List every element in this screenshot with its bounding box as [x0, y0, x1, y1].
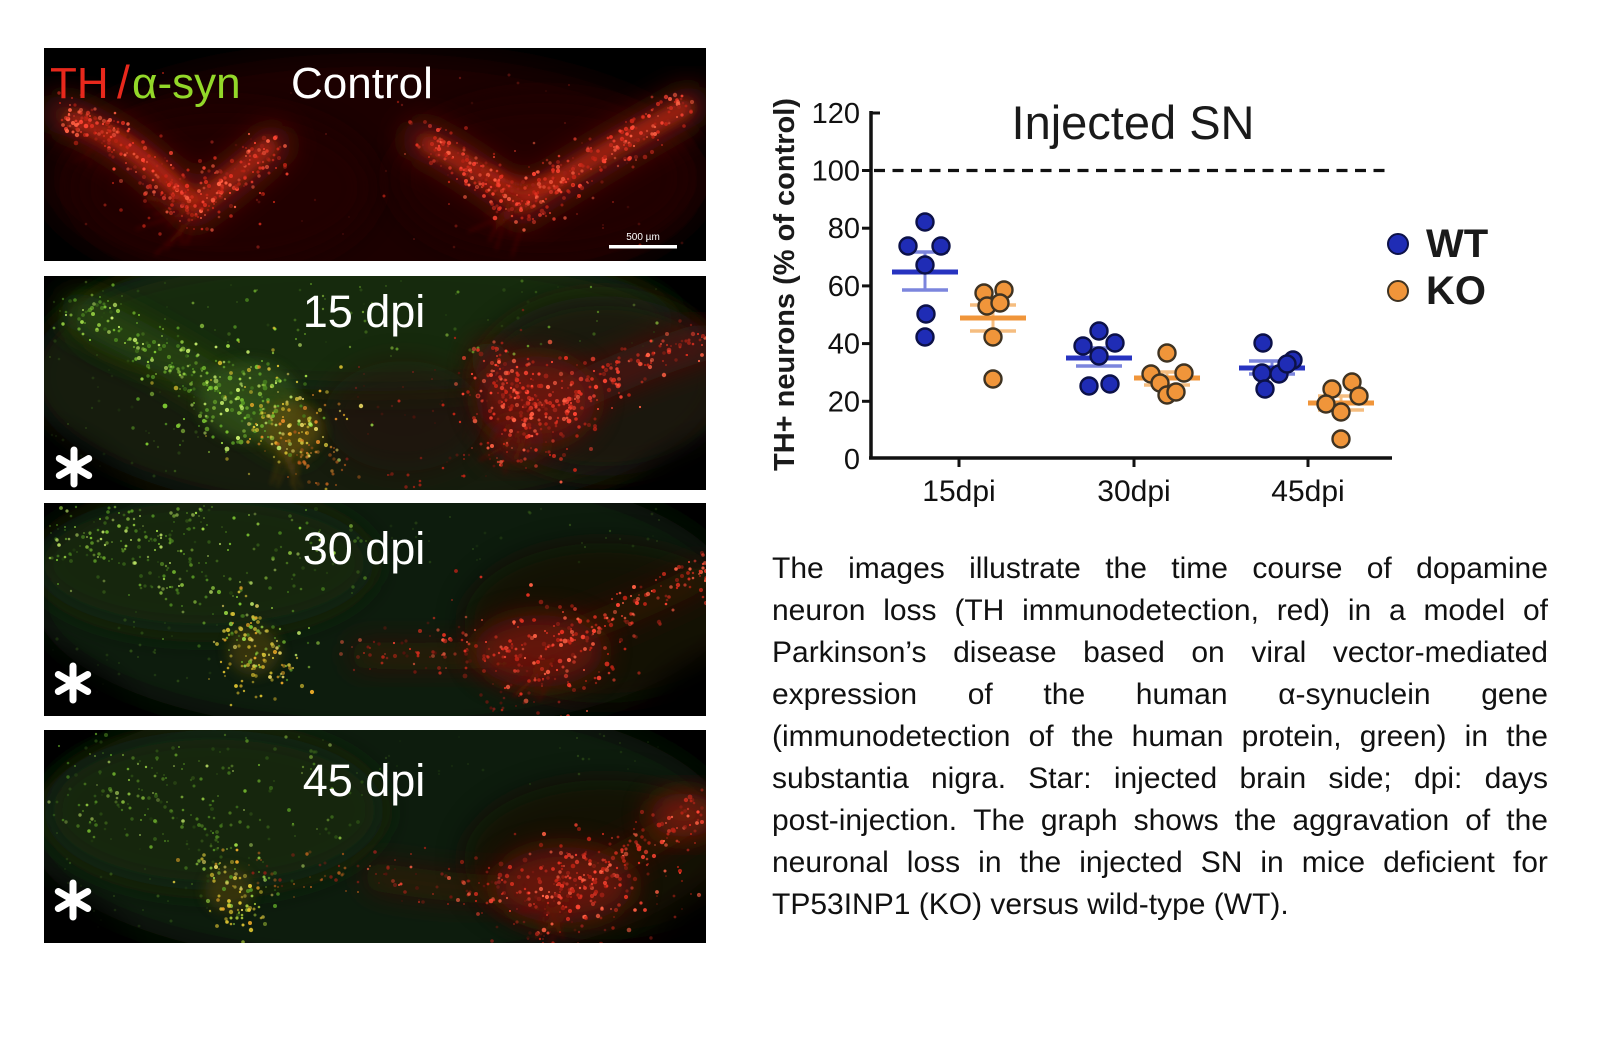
svg-text:15 dpi: 15 dpi — [303, 286, 426, 337]
svg-text:0: 0 — [844, 444, 860, 476]
svg-text:Injected SN: Injected SN — [1012, 96, 1255, 149]
svg-text:80: 80 — [828, 213, 860, 245]
svg-text:TH: TH — [50, 59, 109, 108]
svg-text:15dpi: 15dpi — [922, 475, 995, 508]
svg-text:45 dpi: 45 dpi — [303, 755, 426, 806]
svg-text:40: 40 — [828, 329, 860, 361]
svg-text:30dpi: 30dpi — [1097, 475, 1170, 508]
svg-text:KO: KO — [1426, 269, 1486, 313]
svg-text:α-syn: α-syn — [132, 59, 241, 108]
svg-text:30 dpi: 30 dpi — [303, 523, 426, 574]
svg-text:WT: WT — [1426, 222, 1488, 266]
svg-text:60: 60 — [828, 271, 860, 303]
svg-text:45dpi: 45dpi — [1271, 475, 1344, 508]
svg-text:Control: Control — [291, 59, 433, 108]
svg-text:20: 20 — [828, 386, 860, 418]
svg-text:100: 100 — [812, 156, 860, 188]
svg-text:TH+ neurons (% of control): TH+ neurons (% of control) — [769, 98, 801, 471]
svg-text:120: 120 — [812, 98, 860, 130]
svg-text:500 µm: 500 µm — [626, 232, 660, 243]
svg-text:/: / — [117, 56, 130, 108]
